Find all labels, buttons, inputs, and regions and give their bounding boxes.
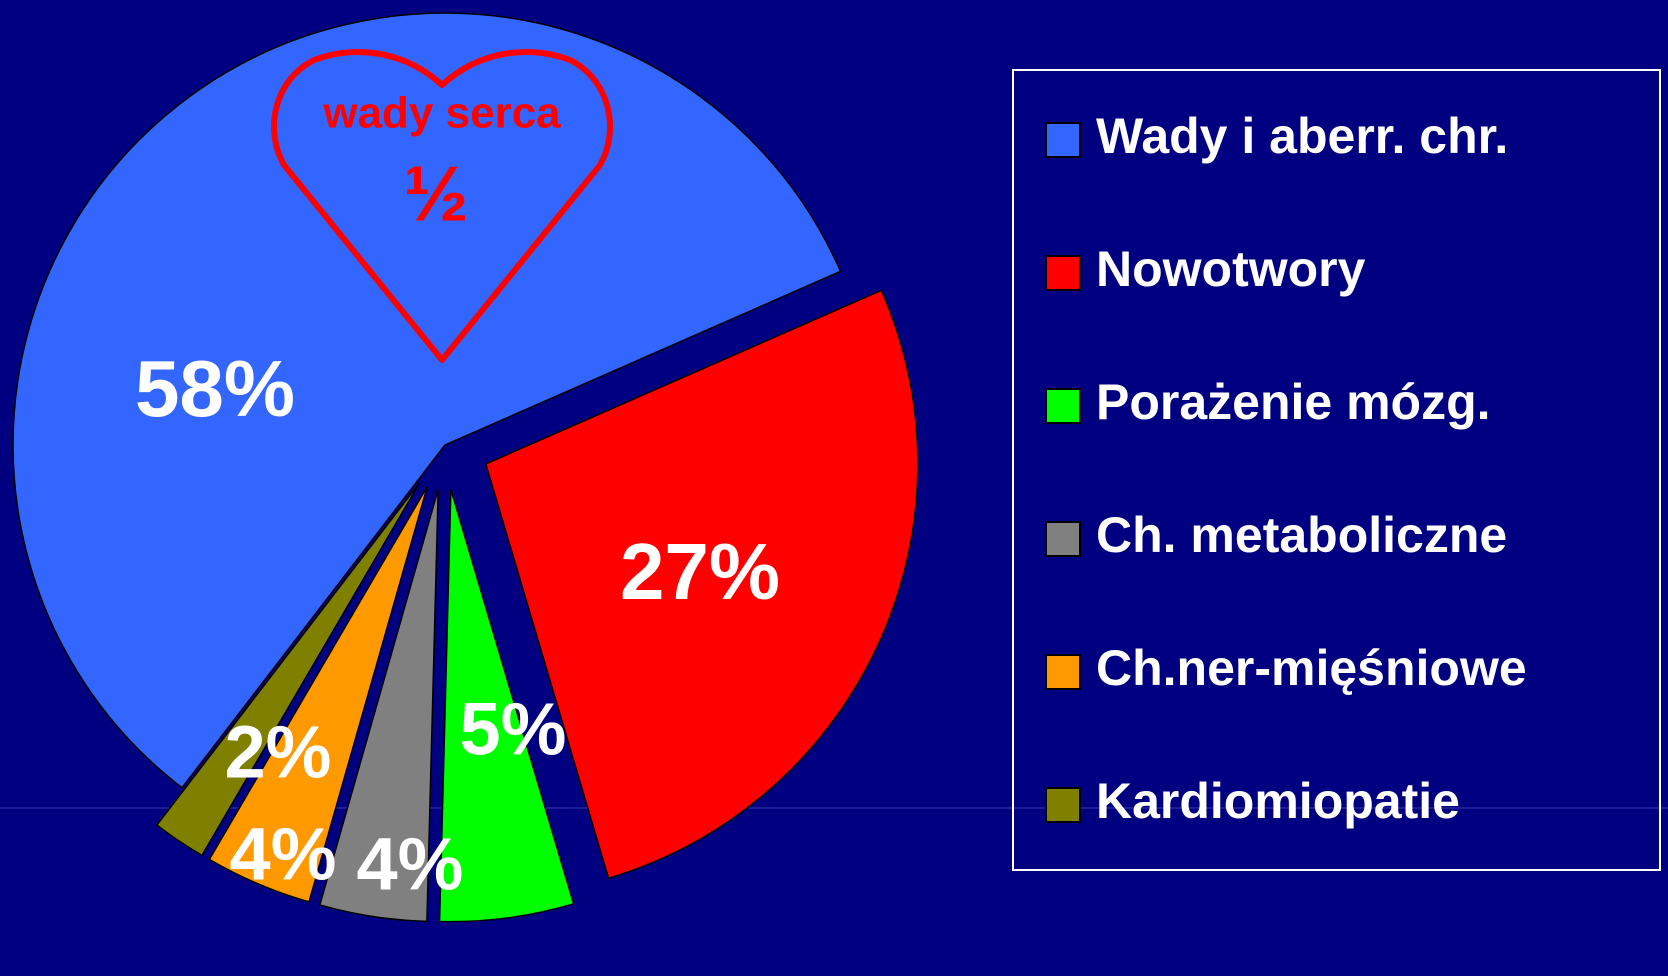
data-label: 58% bbox=[135, 344, 295, 433]
heart-outline bbox=[271, 49, 613, 363]
data-label: 2% bbox=[225, 711, 332, 794]
data-label: 4% bbox=[230, 813, 337, 896]
legend-label: Porażenie mózg. bbox=[1096, 374, 1491, 430]
legend-label: Kardiomiopatie bbox=[1096, 773, 1460, 829]
data-label: 5% bbox=[460, 688, 567, 771]
legend-swatch bbox=[1045, 122, 1081, 158]
pie-slice bbox=[155, 481, 421, 857]
pie-slice bbox=[318, 489, 439, 923]
pie bbox=[12, 12, 919, 923]
data-label: 4% bbox=[357, 823, 464, 906]
data-label: 27% bbox=[620, 527, 780, 616]
legend-label: Ch.ner-mięśniowe bbox=[1096, 640, 1527, 696]
legend-swatch bbox=[1045, 654, 1081, 690]
legend-label: Ch. metaboliczne bbox=[1096, 507, 1507, 563]
legend-box bbox=[1012, 69, 1661, 871]
legend-label: Wady i aberr. chr. bbox=[1096, 108, 1508, 164]
pie-slice bbox=[12, 12, 842, 789]
annotation: ½ bbox=[403, 150, 468, 238]
legend-label: Nowotwory bbox=[1096, 241, 1366, 297]
pie-slice bbox=[484, 289, 919, 880]
heart-annotation: wady serca ½ bbox=[271, 49, 613, 363]
data-labels: 58% 27% 5% 4%4% 2% bbox=[135, 344, 780, 905]
annotation: wady serca bbox=[322, 89, 561, 138]
legend-swatch bbox=[1045, 388, 1081, 424]
legend: Wady i aberr. chr. Nowotwory Porażenie móz… bbox=[1045, 108, 1527, 829]
pie-slice bbox=[438, 489, 575, 923]
legend-swatch bbox=[1045, 787, 1081, 823]
legend-swatch bbox=[1045, 521, 1081, 557]
pie-slice bbox=[208, 486, 429, 903]
legend-swatch bbox=[1045, 255, 1081, 291]
